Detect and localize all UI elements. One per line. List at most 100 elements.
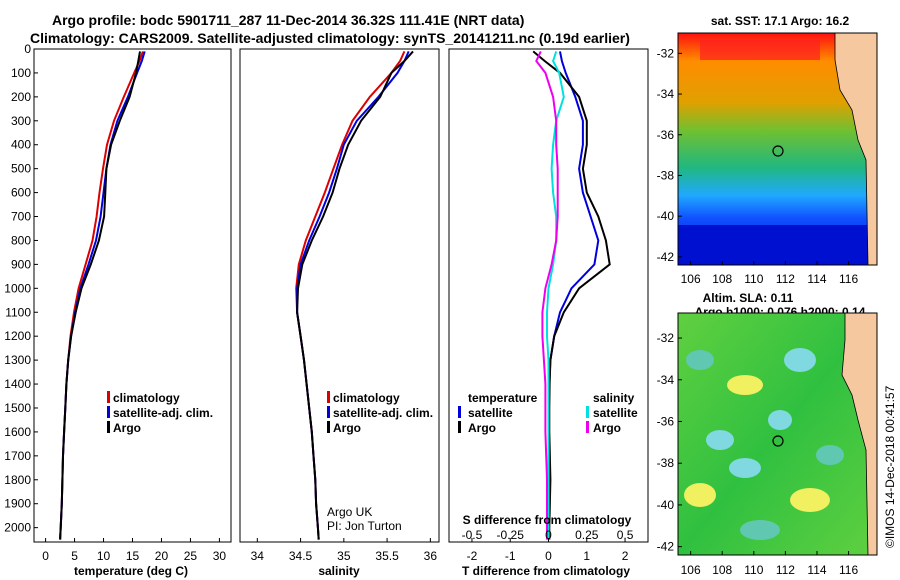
temperature-tick-label: 25: [184, 549, 198, 563]
salinity-axes: [239, 48, 440, 543]
temperature-tick-label: 0: [42, 549, 49, 563]
lat-tick-label: -36: [657, 414, 675, 428]
lon-tick-label: 116: [839, 563, 858, 577]
lat-tick-label: -32: [657, 46, 675, 60]
lat-tick-label: -42: [657, 250, 675, 264]
temperature-legend: climatology satellite-adj. clim. Argo: [107, 391, 213, 435]
lon-tick-label: 110: [744, 272, 763, 286]
s-difference-tick-label: 0.5: [617, 528, 634, 542]
salinity-tick-label: 36: [424, 549, 438, 563]
depth-tick-label: 200: [11, 90, 31, 104]
lat-tick-label: -42: [657, 540, 675, 554]
difference-profiles: [532, 50, 611, 540]
sst-map-title: sat. SST: 17.1 Argo: 16.2: [711, 14, 850, 28]
salinity-tick-labels: 34 34.5 35 35.5 36: [251, 538, 438, 563]
lat-tick-label: -38: [657, 456, 675, 470]
land-mask: [834, 33, 877, 265]
sst-lon-ticks: 106 108 110 112 114 116: [681, 261, 858, 286]
lat-tick-label: -36: [657, 128, 675, 142]
t-difference-tick-label: -2: [467, 549, 478, 563]
legend-label-s-satellite: satellite: [593, 406, 638, 420]
depth-tick-label: 600: [11, 186, 31, 200]
difference-legend: temperature satellite Argo salinity sate…: [458, 391, 638, 435]
legend-swatch-satellite: [327, 406, 330, 418]
temperature-tick-label: 30: [213, 549, 227, 563]
t-difference-tick-label: 0: [545, 549, 552, 563]
depth-tick-label: 1000: [4, 281, 31, 295]
sla-map-axes: [677, 312, 878, 556]
temperature-tick-label: 5: [71, 549, 78, 563]
imos-credit: ©IMOS 14-Dec-2018 00:41:57: [883, 385, 897, 548]
depth-tick-label: 1400: [4, 377, 31, 391]
legend-label-satellite: satellite-adj. clim.: [333, 406, 433, 420]
sla-map-title: Altim. SLA: 0.11: [703, 291, 794, 305]
temperature-axes: [33, 48, 232, 543]
legend-label-s-argo: Argo: [593, 421, 621, 435]
legend-label-climatology: climatology: [333, 391, 400, 405]
depth-tick-label: 0: [24, 42, 31, 56]
lon-tick-label: 112: [776, 272, 795, 286]
depth-tick-label: 300: [11, 114, 31, 128]
sst-lat-ticks: -32 -34 -36 -38 -40 -42: [657, 46, 682, 264]
s-difference-tick-label: -0.25: [497, 528, 525, 542]
sla-map-panel: Altim. SLA: 0.11 Argo h1000: 0.076 h2000…: [657, 291, 878, 577]
lat-tick-label: -34: [657, 373, 675, 387]
legend-label-argo: Argo: [113, 421, 141, 435]
lon-tick-label: 106: [681, 272, 701, 286]
temperature-panel: 0100200300400500600700800900100011001200…: [4, 42, 232, 578]
lat-tick-label: -38: [657, 168, 675, 182]
lat-tick-label: -40: [657, 209, 675, 223]
profile-line-3: [535, 50, 559, 540]
legend-swatch-s-satellite: [586, 406, 589, 418]
lon-tick-label: 108: [712, 563, 732, 577]
legend-swatch-argo: [327, 421, 330, 433]
depth-tick-labels: 0 100 200 300 400 500 600 700 800 900 1000 1100 1200…: [4, 42, 38, 535]
legend-label-satellite: satellite-adj. clim.: [113, 406, 213, 420]
title-line1: Argo profile: bodc 5901711_287 11-Dec-20…: [52, 12, 524, 28]
s-difference-tick-label: 0.25: [575, 528, 599, 542]
sst-map-axes: [677, 32, 878, 266]
temperature-axis-label: temperature (deg C): [74, 564, 188, 578]
t-difference-tick-label: 2: [622, 549, 629, 563]
depth-tick-label: 1500: [4, 401, 31, 415]
legend-title-salinity: salinity: [593, 391, 635, 405]
lon-tick-label: 114: [807, 272, 826, 286]
lon-tick-label: 108: [712, 272, 732, 286]
salinity-axis-label: salinity: [318, 564, 360, 578]
temperature-tick-label: 10: [97, 549, 111, 563]
salinity-legend: climatology satellite-adj. clim. Argo: [327, 391, 433, 435]
title-line2: Climatology: CARS2009. Satellite-adjuste…: [30, 30, 630, 46]
salinity-profiles: [295, 50, 414, 540]
depth-tick-label: 1800: [4, 473, 31, 487]
legend-label-argo: Argo: [333, 421, 361, 435]
depth-tick-label: 900: [11, 257, 31, 271]
sla-lon-ticks: 106 108 110 112 114 116: [681, 551, 858, 577]
t-difference-tick-labels: -2 -1 0 1 2: [467, 538, 629, 563]
credit-argo-uk: Argo UK: [327, 505, 372, 519]
temperature-tick-label: 20: [155, 549, 169, 563]
s-difference-tick-label: -0.5: [462, 528, 483, 542]
land-mask: [841, 313, 877, 555]
salinity-tick-label: 34: [251, 549, 265, 563]
credit-pi: PI: Jon Turton: [327, 519, 402, 533]
salinity-tick-label: 35: [337, 549, 351, 563]
legend-swatch-t-argo: [458, 421, 461, 433]
legend-label-t-satellite: satellite: [468, 406, 513, 420]
lat-tick-label: -32: [657, 331, 675, 345]
profile-line-2: [296, 50, 414, 540]
depth-tick-label: 1600: [4, 425, 31, 439]
sst-float-marker: [772, 145, 784, 157]
depth-tick-label: 1200: [4, 329, 31, 343]
depth-tick-label: 400: [11, 138, 31, 152]
depth-tick-label: 1900: [4, 497, 31, 511]
t-difference-tick-label: 1: [583, 549, 590, 563]
temperature-tick-labels: 0 5 10 15 20 25 30: [42, 538, 226, 563]
t-difference-axis-label: T difference from climatology: [462, 564, 630, 578]
lat-tick-label: -34: [657, 87, 675, 101]
salinity-tick-label: 35.5: [375, 549, 399, 563]
sla-float-marker: [772, 435, 784, 447]
lon-tick-label: 112: [776, 563, 795, 577]
depth-tick-label: 1100: [5, 305, 31, 319]
depth-tick-label: 800: [11, 233, 31, 247]
